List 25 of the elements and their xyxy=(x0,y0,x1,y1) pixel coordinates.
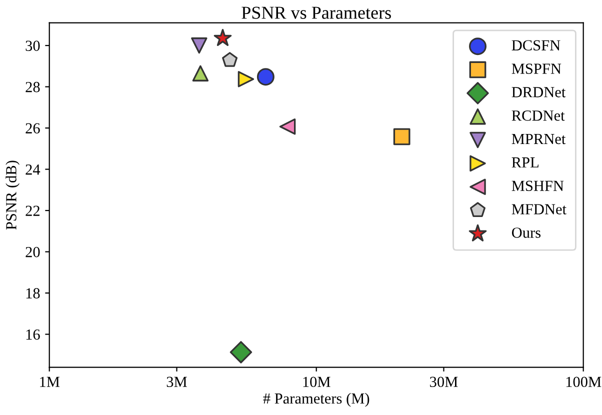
x-tick-label: 10M xyxy=(303,376,330,388)
y-tick-label: 18 xyxy=(26,288,40,298)
y-tick-label: 30 xyxy=(26,40,40,51)
chart-title: PSNR vs Parameters xyxy=(242,6,391,19)
legend-label: RCDNet xyxy=(512,110,565,121)
x-tick-label: 3M xyxy=(166,376,187,388)
x-axis-title: # Parameters (M) xyxy=(263,392,370,407)
legend-label: MPRNet xyxy=(512,134,566,144)
y-tick-label: 16 xyxy=(26,329,40,340)
legend-label: MSHFN xyxy=(512,180,564,191)
x-tick-label: 1M xyxy=(40,376,60,387)
legend-label: RPL xyxy=(512,157,538,168)
legend-label: MFDNet xyxy=(512,204,566,214)
y-tick-label: 20 xyxy=(26,246,40,258)
y-axis-title: PSNR (dB) xyxy=(6,160,20,230)
x-tick-label: 100M xyxy=(566,376,602,388)
y-tick-label: 26 xyxy=(26,123,40,134)
y-tick-label: 24 xyxy=(26,164,40,175)
y-tick-label: 22 xyxy=(26,206,40,216)
legend-label: DRDNet xyxy=(512,87,566,98)
x-tick-label: 30M xyxy=(430,376,458,388)
legend-label: DCSFN xyxy=(512,40,560,50)
y-tick-label: 28 xyxy=(26,82,40,92)
legend-label: MSPFN xyxy=(512,64,562,74)
legend-label: Ours xyxy=(512,228,541,238)
